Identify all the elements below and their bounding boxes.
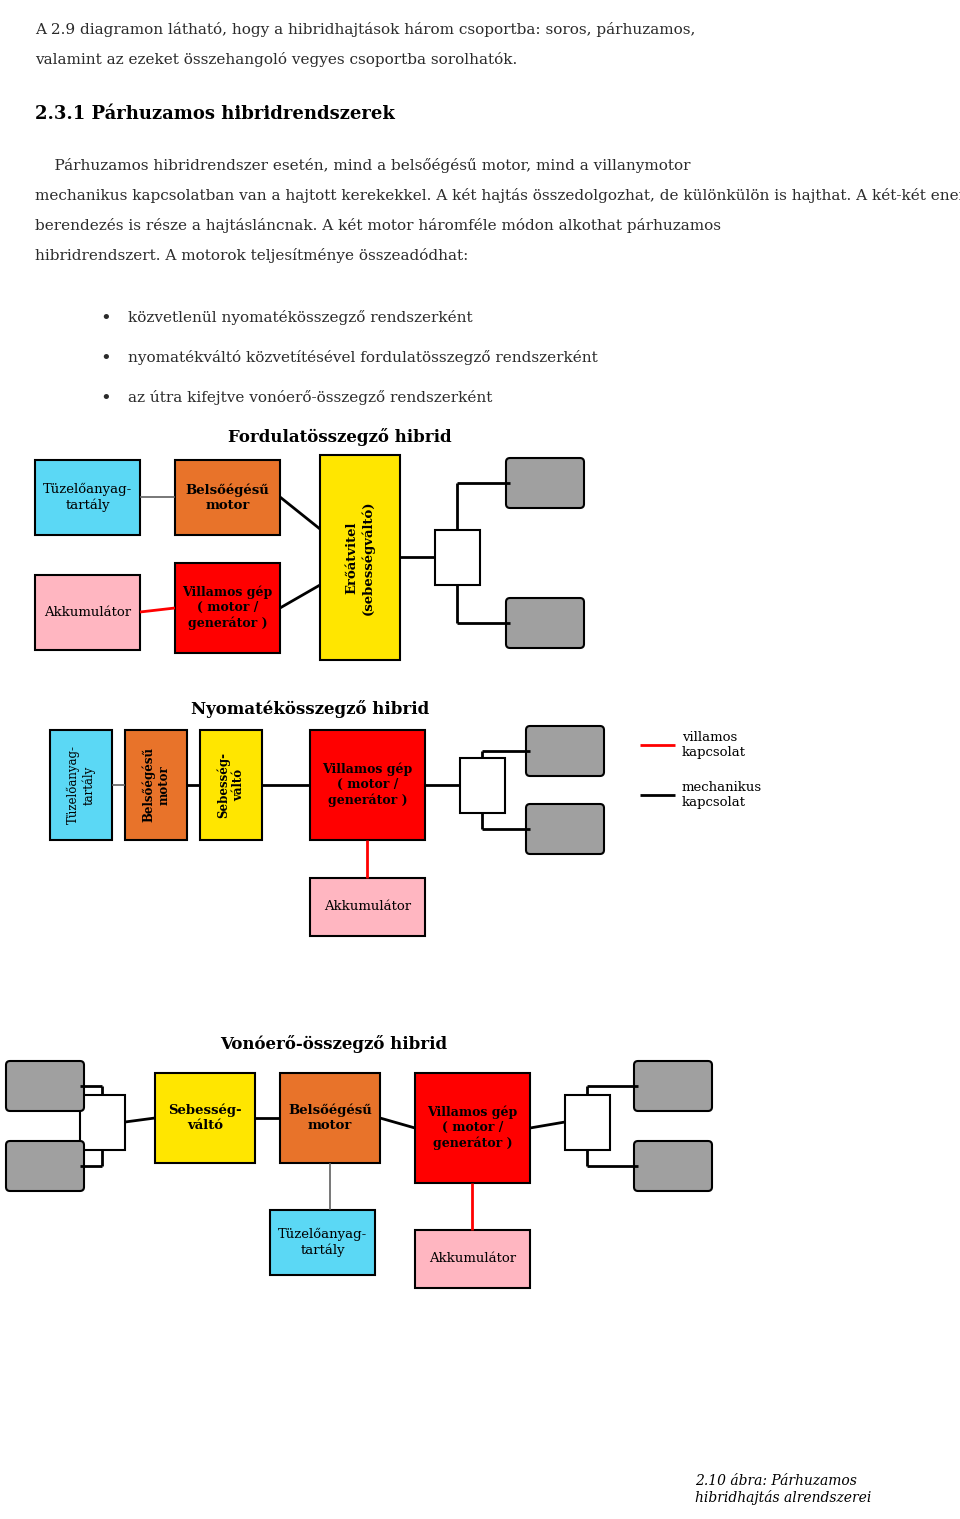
FancyBboxPatch shape	[526, 804, 604, 854]
FancyBboxPatch shape	[634, 1060, 712, 1110]
Text: 2.10 ábra: Párhuzamos
hibridhajtás alrendszerei: 2.10 ábra: Párhuzamos hibridhajtás alren…	[695, 1473, 872, 1505]
Text: Erőátvitel
(sebességváltó): Erőátvitel (sebességváltó)	[346, 500, 374, 615]
Text: hibridrendszert. A motorok teljesítménye összeadódhat:: hibridrendszert. A motorok teljesítménye…	[35, 248, 468, 263]
Text: villamos
kapcsolat: villamos kapcsolat	[682, 731, 746, 760]
Text: Tüzelőanyag-
tartály: Tüzelőanyag- tartály	[66, 746, 95, 825]
Text: 2.3.1 Párhuzamos hibridrendszerek: 2.3.1 Párhuzamos hibridrendszerek	[35, 105, 395, 123]
Text: Vonóerő-összegző hibrid: Vonóerő-összegző hibrid	[220, 1034, 447, 1053]
Text: Fordulatösszegző hibrid: Fordulatösszegző hibrid	[228, 428, 452, 447]
FancyBboxPatch shape	[506, 459, 584, 507]
FancyBboxPatch shape	[80, 1095, 125, 1150]
FancyBboxPatch shape	[310, 878, 425, 936]
FancyBboxPatch shape	[506, 598, 584, 649]
Text: mechanikus
kapcsolat: mechanikus kapcsolat	[682, 781, 762, 810]
FancyBboxPatch shape	[460, 758, 505, 813]
Text: Villamos gép
( motor /
generátor ): Villamos gép ( motor / generátor )	[427, 1106, 517, 1150]
FancyBboxPatch shape	[50, 731, 112, 840]
Text: közvetlenül nyomatékösszegző rendszerként: közvetlenül nyomatékösszegző rendszerkén…	[128, 310, 472, 325]
FancyBboxPatch shape	[310, 731, 425, 840]
Text: mechanikus kapcsolatban van a hajtott kerekekkel. A két hajtás összedolgozhat, d: mechanikus kapcsolatban van a hajtott ke…	[35, 188, 960, 204]
FancyBboxPatch shape	[6, 1141, 84, 1191]
FancyBboxPatch shape	[415, 1072, 530, 1183]
Text: Akkumulátor: Akkumulátor	[324, 901, 411, 913]
Text: Párhuzamos hibridrendszer esetén, mind a belsőégésű motor, mind a villanymotor: Párhuzamos hibridrendszer esetén, mind a…	[35, 158, 690, 173]
FancyBboxPatch shape	[270, 1211, 375, 1274]
FancyBboxPatch shape	[320, 456, 400, 659]
FancyBboxPatch shape	[565, 1095, 610, 1150]
Text: nyomatékváltó közvetítésével fordulatösszegző rendszerként: nyomatékváltó közvetítésével fordulatöss…	[128, 349, 598, 365]
FancyBboxPatch shape	[175, 564, 280, 653]
FancyBboxPatch shape	[6, 1060, 84, 1110]
Text: Sebesség-
váltó: Sebesség- váltó	[168, 1104, 242, 1132]
Text: •: •	[100, 310, 110, 328]
FancyBboxPatch shape	[415, 1230, 530, 1288]
FancyBboxPatch shape	[125, 731, 187, 840]
Text: Akkumulátor: Akkumulátor	[44, 606, 132, 620]
Text: A 2.9 diagramon látható, hogy a hibridhajtások három csoportba: soros, párhuzamo: A 2.9 diagramon látható, hogy a hibridha…	[35, 21, 695, 36]
Text: •: •	[100, 390, 110, 409]
Text: Belsőégésű
motor: Belsőégésű motor	[142, 747, 170, 822]
FancyBboxPatch shape	[280, 1072, 380, 1164]
Text: Nyomatékösszegző hibrid: Nyomatékösszegző hibrid	[191, 700, 429, 718]
FancyBboxPatch shape	[155, 1072, 255, 1164]
Text: az útra kifejtve vonóerő-összegző rendszerként: az útra kifejtve vonóerő-összegző rendsz…	[128, 390, 492, 406]
FancyBboxPatch shape	[526, 726, 604, 776]
Text: Belsőégésű
motor: Belsőégésű motor	[288, 1104, 372, 1132]
Text: berendezés is része a hajtásláncnak. A két motor háromféle módon alkothat párhuz: berendezés is része a hajtásláncnak. A k…	[35, 219, 721, 232]
Text: Villamos gép
( motor /
generátor ): Villamos gép ( motor / generátor )	[182, 586, 273, 630]
Text: •: •	[100, 349, 110, 368]
FancyBboxPatch shape	[435, 530, 480, 585]
Text: Tüzelőanyag-
tartály: Tüzelőanyag- tartály	[43, 483, 132, 512]
FancyBboxPatch shape	[35, 576, 140, 650]
Text: Villamos gép
( motor /
generátor ): Villamos gép ( motor / generátor )	[323, 763, 413, 807]
FancyBboxPatch shape	[634, 1141, 712, 1191]
Text: Belsőégésű
motor: Belsőégésű motor	[185, 483, 270, 512]
Text: valamint az ezeket összehangoló vegyes csoportba sorolhatók.: valamint az ezeket összehangoló vegyes c…	[35, 52, 517, 67]
FancyBboxPatch shape	[35, 460, 140, 535]
FancyBboxPatch shape	[175, 460, 280, 535]
Text: Tüzelőanyag-
tartály: Tüzelőanyag- tartály	[277, 1229, 367, 1256]
Text: Akkumulátor: Akkumulátor	[429, 1253, 516, 1265]
FancyBboxPatch shape	[200, 731, 262, 840]
Text: Sebesség-
váltó: Sebesség- váltó	[217, 752, 245, 819]
